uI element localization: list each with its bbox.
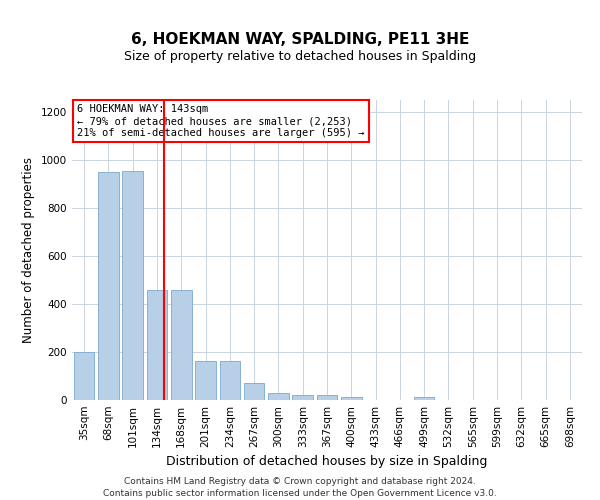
- Text: Contains HM Land Registry data © Crown copyright and database right 2024.
Contai: Contains HM Land Registry data © Crown c…: [103, 476, 497, 498]
- X-axis label: Distribution of detached houses by size in Spalding: Distribution of detached houses by size …: [166, 456, 488, 468]
- Bar: [292, 394, 313, 400]
- Text: Size of property relative to detached houses in Spalding: Size of property relative to detached ho…: [124, 50, 476, 63]
- Bar: [414, 397, 434, 400]
- Bar: [220, 361, 240, 400]
- Bar: [171, 290, 191, 400]
- Bar: [244, 383, 265, 400]
- Bar: [74, 352, 94, 400]
- Bar: [317, 395, 337, 400]
- Bar: [195, 361, 216, 400]
- Y-axis label: Number of detached properties: Number of detached properties: [22, 157, 35, 343]
- Text: 6, HOEKMAN WAY, SPALDING, PE11 3HE: 6, HOEKMAN WAY, SPALDING, PE11 3HE: [131, 32, 469, 48]
- Bar: [98, 172, 119, 400]
- Bar: [341, 397, 362, 400]
- Bar: [268, 394, 289, 400]
- Text: 6 HOEKMAN WAY: 143sqm
← 79% of detached houses are smaller (2,253)
21% of semi-d: 6 HOEKMAN WAY: 143sqm ← 79% of detached …: [77, 104, 365, 138]
- Bar: [122, 171, 143, 400]
- Bar: [146, 290, 167, 400]
